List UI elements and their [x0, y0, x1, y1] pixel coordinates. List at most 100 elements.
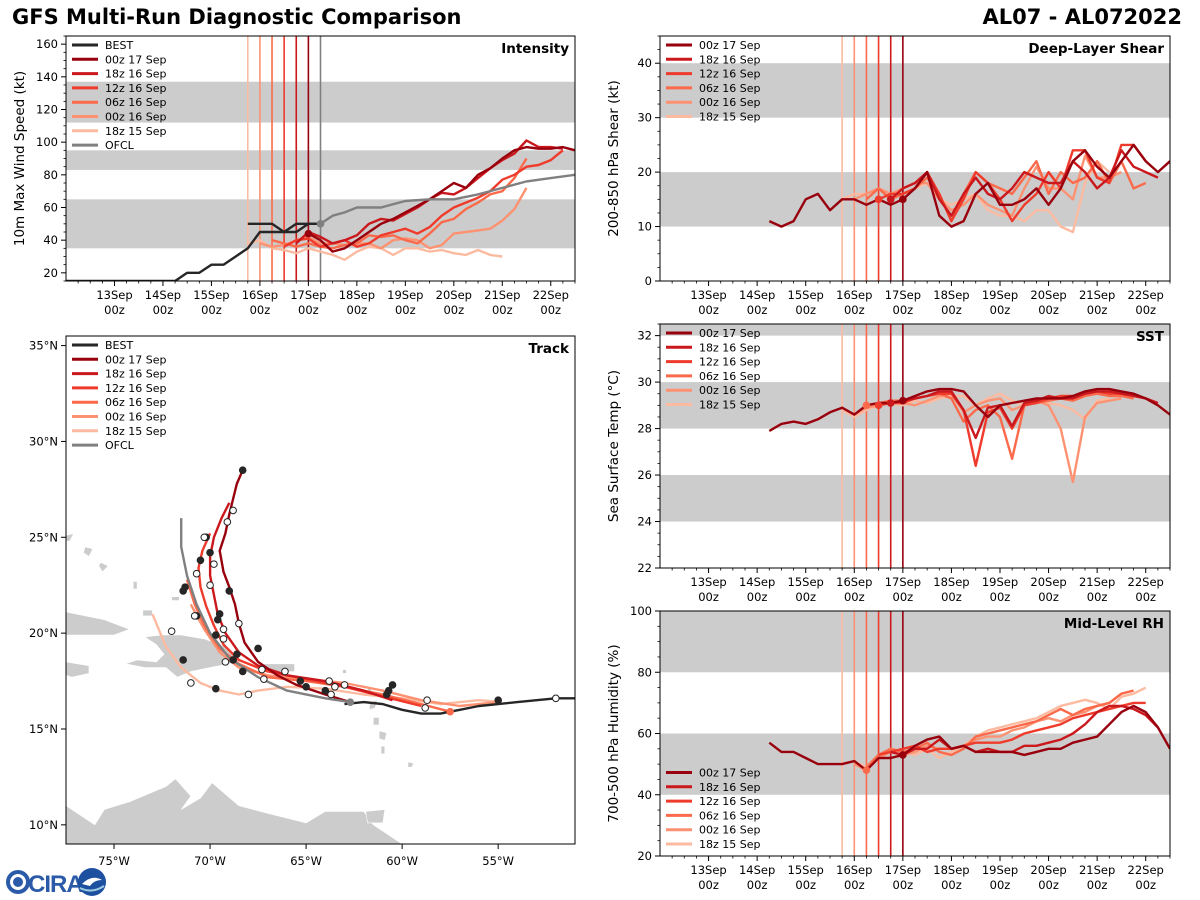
track-legend-label: 06z 16 Sep	[105, 396, 167, 409]
track-position-marker	[223, 518, 232, 526]
track-legend-label: 12z 16 Sep	[105, 382, 167, 395]
sst-plot-area	[660, 324, 1170, 568]
shear-legend-label: 06z 16 Sep	[699, 82, 761, 95]
intensity-xtick-label: 17Sep	[290, 288, 326, 302]
shear-xtick-label: 13Sep	[690, 288, 726, 302]
track-panel-title: Track	[529, 341, 570, 357]
sst-series-line	[890, 390, 1159, 440]
rh-panel-title: Mid-Level RH	[1064, 616, 1164, 632]
shear-ytick-label: 10	[637, 220, 652, 234]
track-legend-label: 18z 16 Sep	[105, 368, 167, 381]
sst-xtick-label: 15Sep	[788, 575, 824, 589]
sst-panel-title: SST	[1136, 329, 1165, 345]
rh-xtick-label: 00z	[1087, 878, 1108, 892]
track-series-line	[344, 697, 575, 715]
track-position-marker	[233, 650, 241, 659]
sst-xtick-label: 18Sep	[933, 575, 969, 589]
shear-xtick-label: 20Sep	[1030, 288, 1066, 302]
rh-marker	[862, 766, 871, 775]
intensity-xtick-label: 00z	[443, 303, 464, 317]
shear-xtick-label: 17Sep	[885, 288, 921, 302]
track-position-marker	[331, 683, 339, 691]
land-shape	[171, 596, 180, 601]
rh-band	[660, 733, 1170, 795]
track-position-marker	[179, 656, 187, 664]
track-ytick-label: 15°N	[29, 722, 58, 736]
shear-xtick-label: 22Sep	[1128, 288, 1164, 302]
intensity-xtick-label: 19Sep	[387, 288, 423, 302]
sst-marker	[862, 401, 871, 410]
intensity-legend-label: 18z 15 Sep	[105, 125, 167, 138]
intensity-xtick-label: 00z	[153, 303, 174, 317]
track-position-marker	[210, 560, 218, 568]
rh-plot-area	[660, 611, 1170, 856]
track-xtick-label: 75°W	[98, 854, 130, 868]
track-position-marker	[388, 681, 397, 689]
intensity-xtick-label: 00z	[201, 303, 222, 317]
rh-ytick-label: 40	[637, 788, 652, 802]
sst-xtick-label: 00z	[698, 590, 719, 604]
panel-intensity: 2040608010012014016013Sep00z14Sep00z15Se…	[12, 35, 576, 317]
intensity-ytick-label: 20	[43, 266, 58, 280]
shear-xtick-label: 21Sep	[1079, 288, 1115, 302]
track-position-marker	[244, 690, 253, 699]
shear-xtick-label: 00z	[1038, 303, 1059, 317]
sst-ytick-label: 22	[637, 561, 652, 575]
sst-marker	[899, 396, 907, 405]
shear-xtick-label: 19Sep	[982, 288, 1018, 302]
rh-band	[660, 611, 1170, 673]
sst-ytick-label: 30	[637, 375, 652, 389]
sst-xtick-label: 00z	[941, 590, 962, 604]
rh-xtick-label: 17Sep	[885, 863, 921, 877]
track-position-marker	[229, 656, 237, 664]
track-legend-label: 00z 17 Sep	[105, 353, 167, 366]
sst-xtick-label: 00z	[1038, 590, 1059, 604]
sst-xtick-label: 16Sep	[836, 575, 872, 589]
sst-legend-label: 12z 16 Sep	[699, 356, 761, 369]
rh-xtick-label: 18Sep	[933, 863, 969, 877]
intensity-ytick-label: 160	[36, 37, 58, 51]
sst-ytick-label: 32	[637, 329, 652, 343]
track-legend-label: BEST	[105, 339, 133, 352]
sst-band	[660, 324, 1170, 336]
track-plot-area	[66, 466, 575, 844]
sst-ytick-label: 24	[637, 515, 652, 529]
rh-legend-label: 12z 16 Sep	[699, 795, 761, 808]
track-position-marker	[281, 667, 289, 676]
shear-plot-area	[660, 36, 1170, 281]
rh-xtick-label: 00z	[1135, 878, 1156, 892]
intensity-xtick-label: 13Sep	[96, 288, 132, 302]
intensity-series-line	[319, 173, 575, 225]
sst-xtick-label: 17Sep	[885, 575, 921, 589]
track-position-marker	[221, 658, 230, 666]
intensity-xtick-label: 15Sep	[193, 288, 229, 302]
intensity-ytick-label: 100	[36, 135, 58, 149]
shear-ytick-label: 30	[637, 111, 652, 125]
panel-rh: 2040608010013Sep00z14Sep00z15Sep00z16Sep…	[606, 604, 1171, 892]
rh-xtick-label: 19Sep	[982, 863, 1018, 877]
shear-marker	[874, 195, 883, 204]
rh-ytick-label: 60	[637, 727, 652, 741]
land-shape	[380, 745, 386, 755]
sst-legend-label: 18z 16 Sep	[699, 341, 761, 354]
rh-xtick-label: 00z	[698, 878, 719, 892]
intensity-xtick-label: 00z	[298, 303, 319, 317]
track-ytick-label: 10°N	[29, 818, 58, 832]
sst-legend-label: 00z 17 Sep	[699, 327, 761, 340]
sst-xtick-label: 00z	[795, 590, 816, 604]
intensity-plot-area	[66, 36, 575, 281]
sst-xtick-label: 00z	[893, 590, 914, 604]
shear-ytick-label: 40	[637, 56, 652, 70]
shear-legend-label: 00z 16 Sep	[699, 96, 761, 109]
track-position-marker	[179, 587, 187, 595]
land-shape	[142, 609, 153, 617]
intensity-legend-label: 00z 16 Sep	[105, 111, 167, 124]
intensity-series-line	[283, 149, 564, 248]
main-title: GFS Multi-Run Diagnostic Comparison	[12, 5, 462, 29]
shear-xtick-label: 00z	[893, 303, 914, 317]
rh-xtick-label: 00z	[1038, 878, 1059, 892]
intensity-ylabel: 10m Max Wind Speed (kt)	[12, 71, 28, 246]
